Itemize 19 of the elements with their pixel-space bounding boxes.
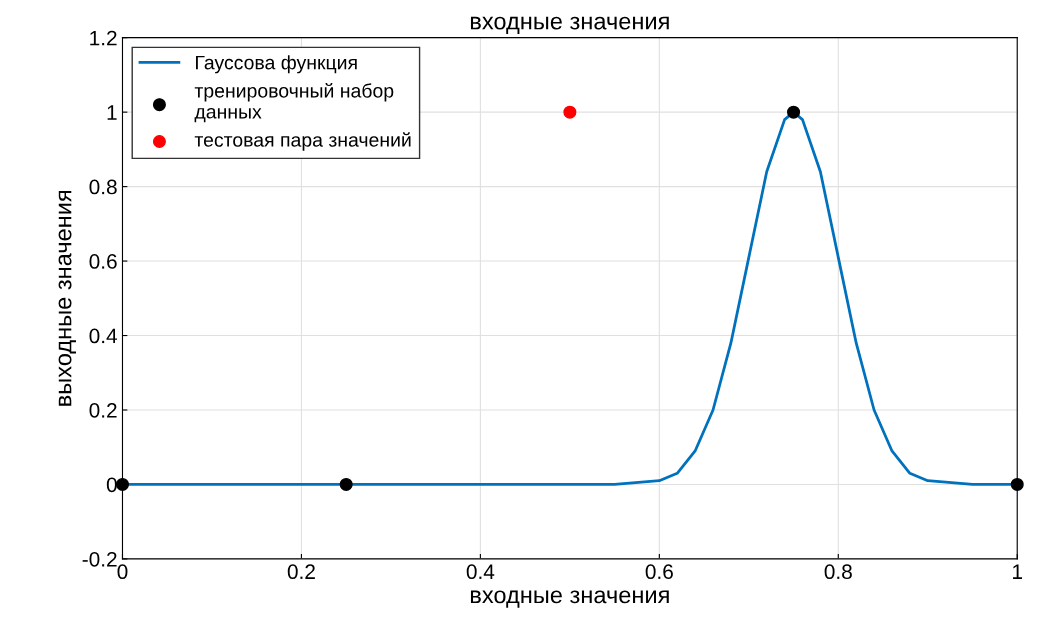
y-tick-label: 1 xyxy=(107,105,117,120)
x-tick-label: 0.4 xyxy=(466,564,495,580)
x-axis-title: входные значения xyxy=(470,590,669,608)
x-tick-label: 0.8 xyxy=(824,564,852,580)
y-tick-label: 0.4 xyxy=(89,328,118,344)
x-tick-label: 0 xyxy=(117,564,128,580)
chart-title: входные значения xyxy=(470,16,669,35)
y-tick-label: 0.8 xyxy=(89,179,117,195)
x-tick-label: 0.2 xyxy=(287,564,315,580)
y-axis-title: выходные значения xyxy=(58,190,76,406)
x-tick-label: 1 xyxy=(1013,564,1023,579)
y-tick-label: 0 xyxy=(106,477,117,493)
y-tick-label: 0.2 xyxy=(89,403,117,418)
x-tick-label: 0.6 xyxy=(645,564,673,580)
legend-label: Гауссова функция xyxy=(196,55,357,74)
legend-label: тестовая пара значений xyxy=(194,132,411,151)
y-tick-label: -0.2 xyxy=(82,551,117,567)
y-tick-label: 1.2 xyxy=(90,30,117,46)
y-tick-label: 0.6 xyxy=(89,254,117,269)
